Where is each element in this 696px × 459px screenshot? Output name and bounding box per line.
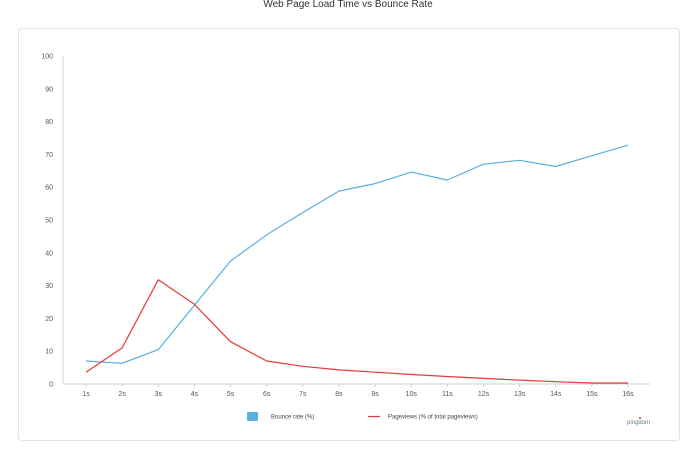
x-tick-label: 3s xyxy=(155,391,163,398)
data-point xyxy=(410,171,412,173)
y-tick-label: 10 xyxy=(45,349,53,356)
data-point xyxy=(374,371,376,373)
y-tick-label: 60 xyxy=(45,185,53,192)
data-point xyxy=(338,190,340,192)
data-point xyxy=(591,382,593,384)
y-tick-label: 0 xyxy=(49,382,53,389)
y-tick-label: 90 xyxy=(45,86,53,93)
y-axis-ticks: 0 10 20 30 40 50 60 70 80 90 100 xyxy=(41,54,64,389)
y-tick-label: 50 xyxy=(45,218,53,225)
legend-label-1[interactable]: Pageviews (% of total pageviews) xyxy=(388,415,478,421)
x-tick-label: 5s xyxy=(227,391,235,398)
x-tick-label: 6s xyxy=(263,391,271,398)
x-tick-label: 13s xyxy=(514,391,526,398)
data-point xyxy=(338,369,340,371)
chart-title: Web Page Load Time vs Bounce Rate xyxy=(263,0,433,10)
x-tick-label: 14s xyxy=(550,391,562,398)
data-point xyxy=(591,155,593,157)
legend: Bounce rate (%) Pageviews (% of total pag… xyxy=(247,412,478,421)
y-tick-label: 100 xyxy=(41,54,53,61)
chart-card xyxy=(18,28,680,441)
data-point xyxy=(157,278,159,280)
pingdom-logo: pingdom xyxy=(627,417,650,426)
x-tick-label: 1s xyxy=(82,391,90,398)
data-point xyxy=(410,373,412,375)
data-point xyxy=(85,360,87,362)
x-tick-label: 7s xyxy=(299,391,307,398)
series-layer xyxy=(85,144,629,384)
data-point xyxy=(302,365,304,367)
x-tick-label: 16s xyxy=(622,391,634,398)
x-axis: 1s 2s 3s 4s 5s 6s 7s 8s 9s 10s 11s 12s 13s 14s 15s 16s xyxy=(63,383,650,398)
data-point xyxy=(627,382,629,384)
data-point xyxy=(121,347,123,349)
y-tick-label: 20 xyxy=(45,316,53,323)
data-point xyxy=(446,179,448,181)
data-point xyxy=(229,340,231,342)
x-tick-label: 12s xyxy=(478,391,490,398)
series-line-1 xyxy=(85,279,628,384)
y-tick-label: 70 xyxy=(45,152,53,159)
logo-text: pingdom xyxy=(627,420,650,426)
data-point xyxy=(446,375,448,377)
x-tick-label: 8s xyxy=(335,391,343,398)
data-point xyxy=(265,234,267,236)
series-line-0 xyxy=(85,144,629,364)
y-tick-label: 80 xyxy=(45,119,53,126)
x-tick-label: 11s xyxy=(442,391,453,398)
x-tick-label: 2s xyxy=(118,391,126,398)
logo-dot xyxy=(639,417,641,419)
x-tick-label: 9s xyxy=(371,391,379,398)
y-tick-label: 30 xyxy=(45,283,53,290)
data-point xyxy=(302,211,304,213)
data-point xyxy=(555,381,557,383)
data-point xyxy=(374,182,376,184)
data-point xyxy=(627,144,629,146)
data-point xyxy=(265,360,267,362)
data-point xyxy=(482,163,484,165)
y-tick-label: 40 xyxy=(45,250,53,257)
data-point xyxy=(157,348,159,350)
data-point xyxy=(482,377,484,379)
data-point xyxy=(518,159,520,161)
legend-label-0[interactable]: Bounce rate (%) xyxy=(271,415,314,421)
data-point xyxy=(193,303,195,305)
x-tick-label: 10s xyxy=(406,391,418,398)
x-tick-label: 15s xyxy=(586,391,598,398)
data-point xyxy=(121,362,123,364)
data-point xyxy=(555,165,557,167)
data-point xyxy=(85,371,87,373)
data-point xyxy=(229,260,231,262)
x-tick-label: 4s xyxy=(191,391,199,398)
data-point xyxy=(518,379,520,381)
legend-marker-0 xyxy=(247,412,258,421)
